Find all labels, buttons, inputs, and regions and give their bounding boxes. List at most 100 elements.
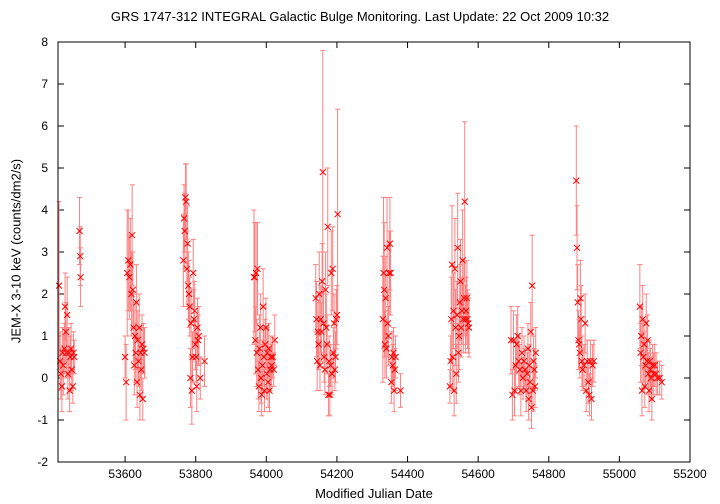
point-marker [532,349,540,357]
point-marker [69,383,77,390]
data-point [254,265,261,273]
y-tick-label: 2 [41,287,48,301]
point-marker [194,324,201,331]
point-marker [139,395,147,403]
point-marker [513,341,520,348]
point-marker [511,387,518,394]
data-point [257,374,265,382]
data-point [530,357,537,365]
data-point [128,290,135,298]
point-marker [648,395,656,403]
point-marker [379,315,387,323]
data-point [581,320,589,327]
data-point [135,357,142,365]
point-marker [124,257,132,264]
data-point [136,391,144,399]
data-point [259,362,266,369]
point-marker [318,328,325,336]
point-marker [454,244,462,252]
point-marker [184,240,191,247]
data-point [644,336,651,344]
point-marker [455,349,462,357]
data-point [518,349,526,357]
point-marker [183,265,191,273]
point-marker [637,349,644,357]
point-marker [588,395,595,403]
data-point [133,299,140,306]
point-marker [132,349,140,357]
point-marker [269,353,277,361]
data-point [465,324,473,331]
data-point [315,290,323,298]
point-marker [382,294,390,302]
point-marker [319,168,327,176]
data-point [58,383,66,390]
point-marker [77,273,84,281]
data-point [76,252,84,260]
point-marker [251,273,259,281]
data-point [455,332,463,340]
point-marker [528,404,535,411]
data-point [316,362,324,369]
data-point [138,341,146,348]
point-marker [390,349,397,357]
point-marker [191,341,199,348]
data-point [262,324,270,331]
data-point [454,244,462,252]
data-point [385,269,393,277]
data-point [124,257,132,264]
data-point [448,261,456,268]
point-marker [643,357,651,365]
point-marker [76,252,84,260]
error-bars [56,49,665,429]
data-point [191,341,199,348]
y-tick-label: 4 [41,203,48,217]
point-marker [460,294,468,302]
point-marker [201,357,208,365]
data-point [188,387,196,394]
data-point [644,370,652,378]
point-marker [465,324,473,331]
data-point [577,294,584,302]
data-point [137,366,145,373]
data-point [252,269,260,277]
point-marker [447,357,454,365]
point-marker [128,290,135,298]
point-marker [526,378,534,386]
point-marker [125,273,133,281]
point-marker [457,278,464,285]
point-marker [328,370,336,378]
point-marker [257,374,265,382]
data-point [528,404,535,411]
point-marker [645,387,653,394]
data-point [381,341,389,348]
y-tick-label: 6 [41,119,48,133]
point-marker [182,198,190,205]
point-marker [450,387,458,394]
data-point [128,231,136,239]
data-point [516,366,524,373]
data-point [462,307,470,315]
point-marker [656,374,663,382]
data-point [121,353,129,361]
point-marker [256,345,263,352]
point-marker [138,341,146,348]
data-point [261,387,268,394]
point-marker [264,349,271,357]
data-point [68,366,76,373]
point-marker [507,336,515,344]
point-marker [453,311,461,319]
point-marker [452,370,460,378]
data-point [452,370,460,378]
data-point [333,311,341,319]
data-point [70,353,78,361]
data-point [59,362,67,369]
point-marker [449,353,457,361]
point-marker [642,320,650,327]
point-marker [322,324,330,331]
data-point [462,315,469,323]
data-point [186,303,194,310]
data-point [387,269,394,277]
point-marker [387,378,395,386]
point-marker [332,353,339,361]
